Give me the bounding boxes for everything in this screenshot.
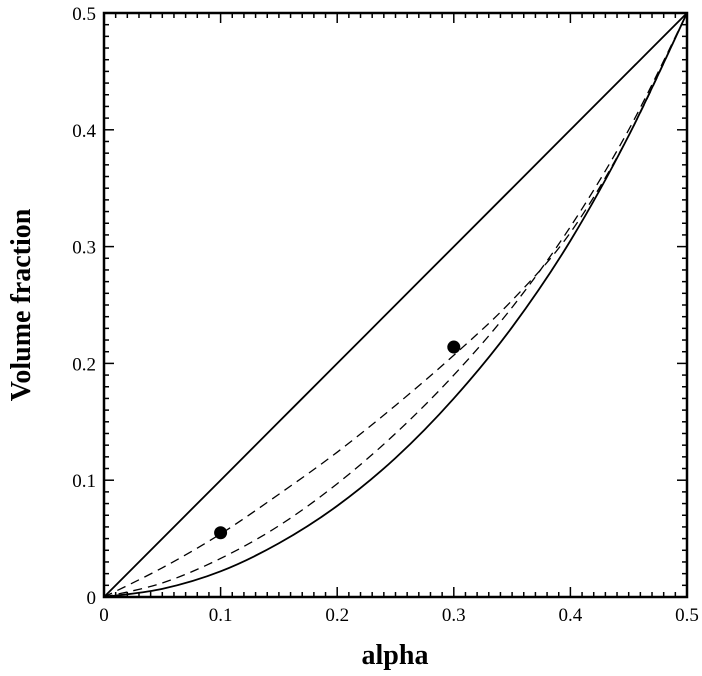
x-tick-label: 0 [99, 605, 109, 626]
y-tick-label: 0.3 [72, 238, 96, 259]
x-tick-label: 0.2 [325, 605, 349, 626]
y-axis-title: Volume fraction [6, 208, 37, 401]
x-tick-label: 0.4 [559, 605, 583, 626]
x-tick-label: 0.3 [442, 605, 466, 626]
y-tick-label: 0.1 [72, 471, 96, 492]
y-tick-label: 0.2 [72, 354, 96, 375]
solid-curve-2 [103, 12, 688, 598]
dashed-curve-4 [103, 12, 688, 598]
tick-label-layer: 0 0.1 0.2 0.3 0.4 0.5 0 0.1 0.2 0.3 0.4 0.5 [72, 4, 699, 626]
series-layer [103, 12, 688, 598]
x-tick-label: 0.1 [209, 605, 233, 626]
solid-curve-1 [103, 12, 688, 598]
dashed-curve-3 [103, 12, 688, 598]
x-axis-title: alpha [362, 640, 429, 671]
x-tick-label: 0.5 [675, 605, 699, 626]
y-tick-label: 0 [87, 588, 97, 609]
points-layer [214, 340, 461, 540]
y-tick-label: 0.4 [72, 121, 96, 142]
y-tick-label: 0.5 [72, 4, 96, 25]
data-point [214, 526, 228, 540]
plot-frame [102, 11, 689, 599]
data-point [447, 340, 461, 354]
